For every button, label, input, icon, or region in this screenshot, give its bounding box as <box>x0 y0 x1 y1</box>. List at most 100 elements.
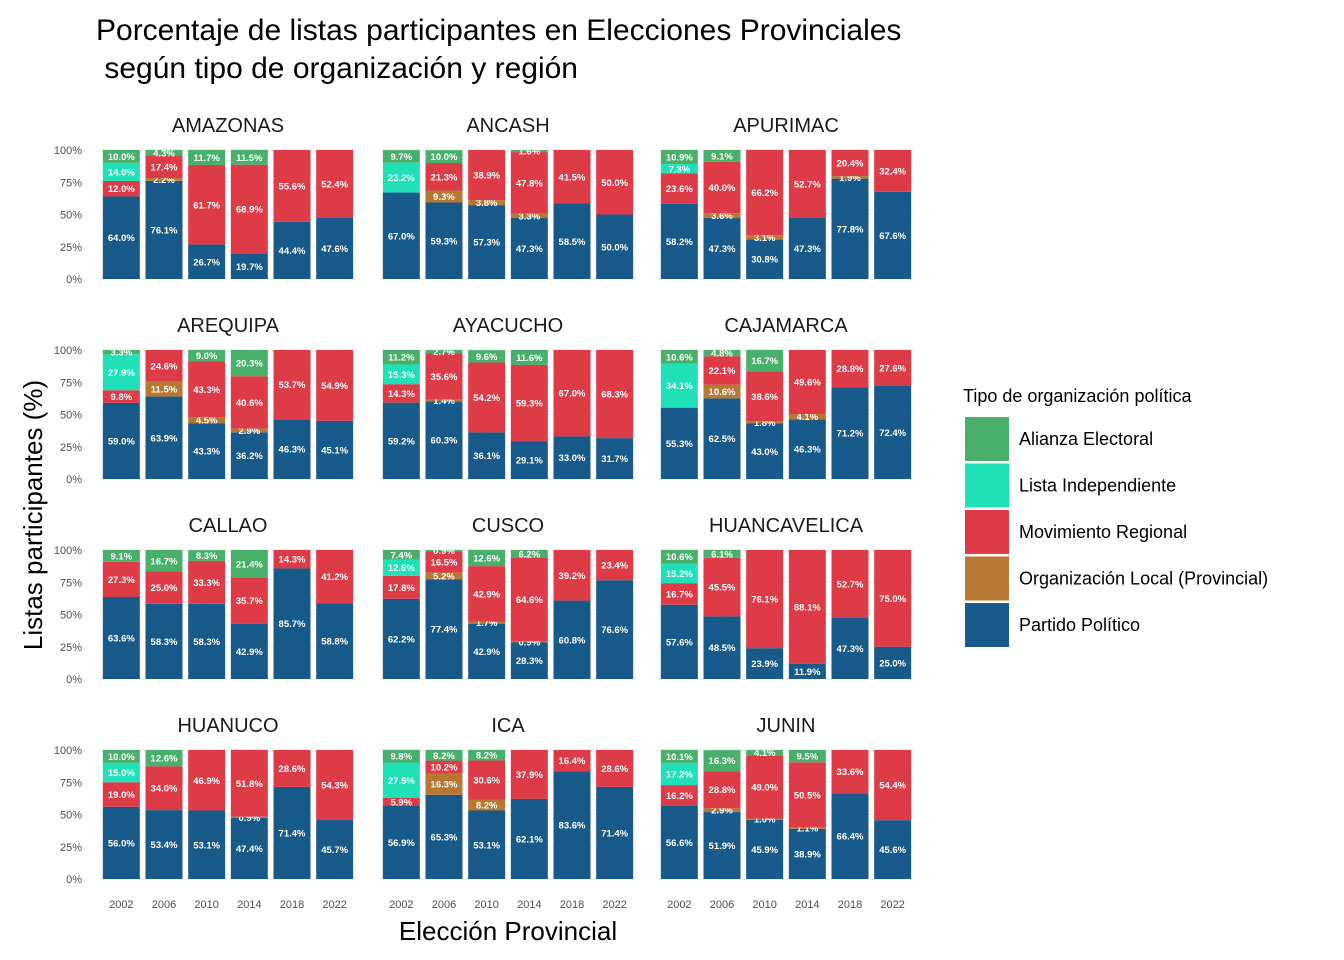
bar-segment-alianza <box>382 150 420 163</box>
bar-segment-partido <box>703 616 741 679</box>
x-tick-label: 2014 <box>237 899 261 911</box>
bar-segment-alianza <box>468 350 506 363</box>
bar-value-label: 27.9% <box>108 368 135 379</box>
bar-segment-movimiento <box>145 571 183 604</box>
bar-value-label: 11.7% <box>193 153 220 164</box>
bar-segment-partido <box>553 436 591 479</box>
bar-segment-partido <box>874 820 912 879</box>
bar-segment-independiente <box>660 164 698 174</box>
bar-value-label: 46.3% <box>279 445 306 456</box>
bar-segment-partido <box>382 192 420 279</box>
bar-value-label: 12.6% <box>151 754 178 765</box>
bar-segment-local <box>230 428 268 433</box>
x-tick-label: 2006 <box>152 899 176 911</box>
bar-value-label: 4.8% <box>711 349 733 360</box>
bar-segment-partido <box>788 828 826 879</box>
bar-segment-partido <box>746 423 784 479</box>
bar-value-label: 28.8% <box>709 785 736 796</box>
legend-swatch-local <box>965 556 1009 601</box>
facet-title: ICA <box>491 715 525 737</box>
bar-value-label: 77.8% <box>837 224 864 235</box>
bar-segment-local <box>468 799 506 811</box>
bar-value-label: 47.4% <box>236 844 263 855</box>
chart-title-line-2: según tipo de organización y región <box>96 52 578 85</box>
bar-value-label: 63.6% <box>108 633 135 644</box>
bar-value-label: 53.4% <box>151 840 178 851</box>
y-tick-label: 25% <box>60 642 82 654</box>
bar-segment-partido <box>468 432 506 479</box>
bar-value-label: 23.2% <box>388 173 415 184</box>
bar-segment-alianza <box>230 550 268 578</box>
bar-segment-movimiento <box>660 583 698 605</box>
y-tick-label: 100% <box>54 545 82 557</box>
bar-value-label: 14.3% <box>279 555 306 566</box>
bar-segment-independiente <box>102 354 140 391</box>
bar-segment-alianza <box>510 350 548 365</box>
bar-value-label: 58.3% <box>193 637 220 648</box>
bar-segment-partido <box>831 617 869 679</box>
bar-value-label: 30.6% <box>473 776 500 787</box>
bar-value-label: 54.4% <box>879 781 906 792</box>
bar-segment-movimiento <box>660 785 698 806</box>
bar-segment-partido <box>102 196 140 279</box>
legend-swatch-partido <box>965 603 1009 647</box>
bar-segment-movimiento <box>425 353 463 400</box>
bar-segment-partido <box>468 623 506 679</box>
bar-value-label: 85.7% <box>279 619 306 630</box>
bar-segment-partido <box>874 646 912 679</box>
bar-segment-alianza <box>660 150 698 165</box>
bar-segment-movimiento <box>510 750 548 799</box>
bar-value-label: 49.0% <box>751 782 778 793</box>
bar-segment-movimiento <box>468 760 506 800</box>
bar-segment-partido <box>188 810 226 879</box>
bar-value-label: 52.7% <box>837 579 864 590</box>
legend: Tipo de organización política Alianza El… <box>963 386 1268 647</box>
bar-value-label: 20.3% <box>236 359 263 370</box>
bar-value-label: 71.4% <box>601 828 628 839</box>
bar-segment-partido <box>831 387 869 479</box>
bar-value-label: 75.0% <box>879 594 906 605</box>
bar-segment-alianza <box>102 550 140 562</box>
bar-segment-independiente <box>660 762 698 786</box>
bar-segment-movimiento <box>831 350 869 388</box>
bar-value-label: 41.5% <box>559 172 586 183</box>
bar-value-label: 51.9% <box>709 841 736 852</box>
bar-value-label: 7.4% <box>391 550 413 561</box>
bar-segment-alianza <box>468 549 506 567</box>
bar-segment-partido <box>102 596 140 679</box>
bar-segment-alianza <box>188 149 226 165</box>
bar-value-label: 32.4% <box>879 166 906 177</box>
x-tick-label: 2018 <box>280 899 304 911</box>
bar-value-label: 14.0% <box>108 167 135 178</box>
bar-segment-partido <box>660 805 698 879</box>
facet-title: CALLAO <box>189 515 268 537</box>
bar-value-label: 1.8% <box>754 418 776 429</box>
bar-value-label: 68.3% <box>601 390 628 401</box>
bar-value-label: 54.2% <box>473 393 500 404</box>
bar-value-label: 40.0% <box>709 183 736 194</box>
bar-value-label: 17.4% <box>151 162 178 173</box>
bar-value-label: 1.4% <box>433 396 455 407</box>
bar-value-label: 58.3% <box>151 637 178 648</box>
bar-segment-partido <box>316 603 354 679</box>
bar-value-label: 23.9% <box>751 659 778 670</box>
y-tick-label: 100% <box>54 145 82 157</box>
bar-segment-partido <box>468 810 506 879</box>
bar-value-label: 27.5% <box>388 776 415 787</box>
bar-value-label: 28.6% <box>601 764 628 775</box>
bar-segment-movimiento <box>102 782 140 807</box>
facet-panel-huancavelica: HUANCAVELICA 57.6% 16.7% 15.2% 10.6% 48.5% 45.… <box>658 515 914 680</box>
bar-segment-partido <box>703 812 741 879</box>
bar-value-label: 88.1% <box>794 602 821 613</box>
facet-panel-arequipa: AREQUIPA 0% 25% 50% 75% 100% 59.0% 9.8% 27.9% 3.3… <box>54 315 356 486</box>
facet-panel-ayacucho: AYACUCHO 59.2% 14.3% 15.3% 11.2% 60.3% 1.4% 35.… <box>380 315 636 480</box>
x-tick-label: 2002 <box>667 899 691 911</box>
bar-segment-partido <box>230 253 268 279</box>
bar-segment-partido <box>553 600 591 679</box>
bar-value-label: 60.3% <box>431 436 458 447</box>
bar-value-label: 9.8% <box>391 752 413 763</box>
bar-segment-alianza <box>230 149 268 165</box>
bar-segment-partido <box>553 771 591 879</box>
bar-value-label: 46.9% <box>193 776 220 787</box>
bar-segment-movimiento <box>874 550 912 647</box>
